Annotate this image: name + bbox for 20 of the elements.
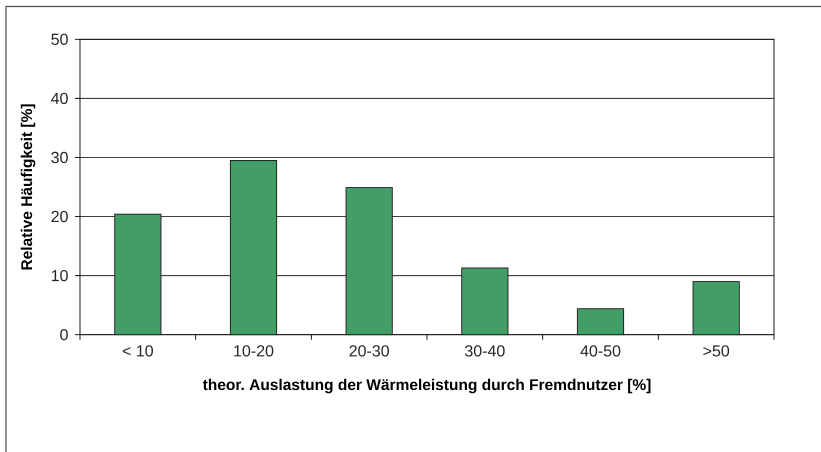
bar bbox=[461, 267, 508, 336]
x-tick-label: < 10 bbox=[122, 345, 153, 357]
y-tick-label: 50 bbox=[51, 34, 68, 45]
bar bbox=[346, 187, 393, 336]
y-tick-label: 10 bbox=[52, 270, 68, 282]
y-tick-label: 40 bbox=[51, 92, 68, 104]
bar bbox=[692, 281, 740, 336]
x-axis-title: theor. Auslastung der Wärmeleistung durch Fremdnutzer [%] bbox=[202, 378, 650, 394]
y-tick-label: 0 bbox=[60, 329, 68, 340]
x-tick-label: 10-20 bbox=[234, 345, 274, 357]
x-tick-label: 20-30 bbox=[350, 345, 389, 357]
bar bbox=[576, 308, 624, 336]
y-tick-label: 20 bbox=[51, 210, 68, 222]
x-tick-label: 40-50 bbox=[580, 345, 620, 357]
x-tick-label: 30-40 bbox=[464, 345, 505, 357]
bar bbox=[114, 214, 162, 336]
y-axis-title: Relative Häufigkeit [%] bbox=[20, 104, 36, 270]
bar bbox=[230, 160, 278, 336]
y-tick-label: 30 bbox=[51, 152, 68, 164]
x-tick-label: >50 bbox=[703, 345, 730, 357]
